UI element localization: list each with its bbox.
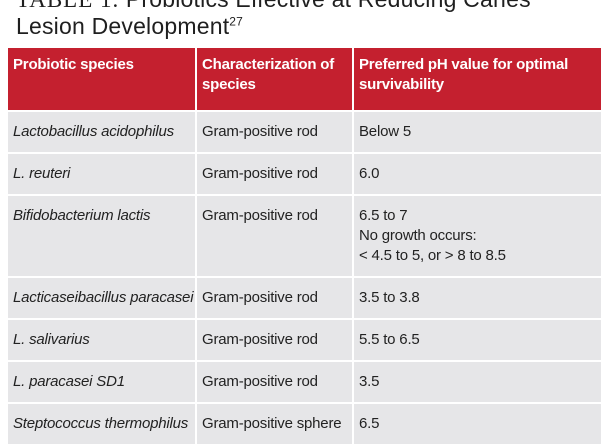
header-preferred-ph: Preferred pH value for optimal survivabi…: [354, 48, 601, 110]
species-cell: L. reuteri: [8, 154, 195, 194]
ph-value: 6.5: [359, 415, 380, 432]
ph-cell: Below 5: [354, 112, 601, 152]
species-cell: L. paracasei SD1: [8, 362, 195, 402]
species-cell: Lactobacillus acidophilus: [8, 112, 195, 152]
probiotics-table: Probiotic species Characterization of sp…: [6, 46, 603, 446]
characterization-cell: Gram-positive sphere: [197, 404, 352, 444]
ph-cell: 5.5 to 6.5: [354, 320, 601, 360]
ph-cell: 6.5: [354, 404, 601, 444]
species-cell: L. salivarius: [8, 320, 195, 360]
table-row: Bifidobacterium lactis Gram-positive rod…: [8, 196, 601, 276]
ph-note: No growth occurs:: [359, 227, 477, 244]
table-header-row: Probiotic species Characterization of sp…: [8, 48, 601, 110]
characterization-cell: Gram-positive rod: [197, 196, 352, 276]
species-cell: Bifidobacterium lactis: [8, 196, 195, 276]
table-row: Steptococcus thermophilus Gram-positive …: [8, 404, 601, 444]
ph-cell: 3.5: [354, 362, 601, 402]
ph-value: 3.5: [359, 373, 380, 390]
table-row: L. salivarius Gram-positive rod 5.5 to 6…: [8, 320, 601, 360]
table-row: L. paracasei SD1 Gram-positive rod 3.5: [8, 362, 601, 402]
ph-cell: 6.0: [354, 154, 601, 194]
header-characterization: Characterization of species: [197, 48, 352, 110]
title-table-label: TABLE 1.: [16, 0, 119, 12]
ph-value: 5.5 to 6.5: [359, 331, 420, 348]
table-row: L. reuteri Gram-positive rod 6.0: [8, 154, 601, 194]
ph-value: 6.5 to 7: [359, 207, 408, 224]
species-cell: Lacticaseibacillus paracasei: [8, 278, 195, 318]
ph-cell: 6.5 to 7 No growth occurs: < 4.5 to 5, o…: [354, 196, 601, 276]
ph-note-range: < 4.5 to 5, or > 8 to 8.5: [359, 247, 506, 264]
characterization-cell: Gram-positive rod: [197, 112, 352, 152]
table-row: Lactobacillus acidophilus Gram-positive …: [8, 112, 601, 152]
ph-cell: 3.5 to 3.8: [354, 278, 601, 318]
title-line-2: Lesion Development27: [16, 13, 606, 40]
characterization-cell: Gram-positive rod: [197, 154, 352, 194]
ph-value: Below 5: [359, 123, 411, 140]
characterization-cell: Gram-positive rod: [197, 278, 352, 318]
table-row: Lacticaseibacillus paracasei Gram-positi…: [8, 278, 601, 318]
characterization-cell: Gram-positive rod: [197, 362, 352, 402]
species-cell: Steptococcus thermophilus: [8, 404, 195, 444]
title-reference-superscript: 27: [229, 14, 244, 29]
ph-value: 6.0: [359, 165, 380, 182]
ph-value: 3.5 to 3.8: [359, 289, 420, 306]
title-line-2-text: Lesion Development: [16, 13, 230, 39]
characterization-cell: Gram-positive rod: [197, 320, 352, 360]
header-probiotic-species: Probiotic species: [8, 48, 195, 110]
